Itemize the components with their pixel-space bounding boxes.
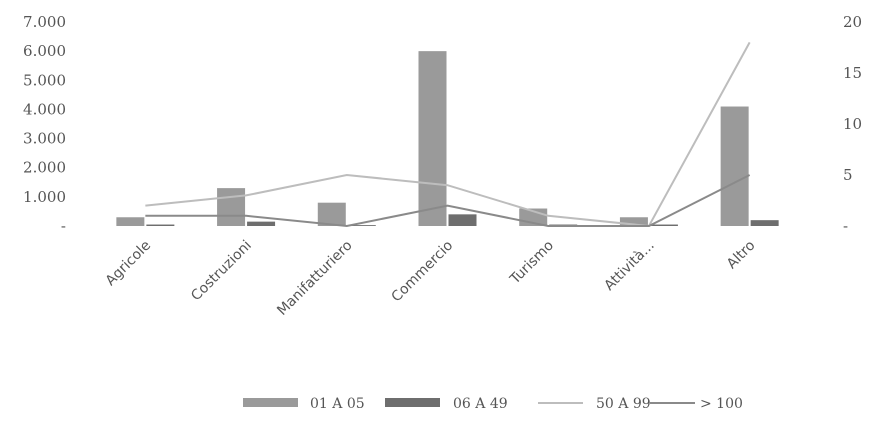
category-label: Costruzioni <box>188 238 255 305</box>
right-tick-label: 10 <box>843 115 862 133</box>
bar-01-a-05 <box>317 202 346 226</box>
bar-01-a-05 <box>619 217 648 226</box>
left-tick-label: 3.000 <box>23 130 66 148</box>
bars <box>116 51 779 227</box>
category-label: Manifatturiero <box>274 238 355 319</box>
bar-01-a-05 <box>720 106 749 226</box>
left-tick-label: - <box>61 217 66 235</box>
left-tick-label: 2.000 <box>23 159 66 177</box>
category-label: Altro <box>724 238 759 273</box>
right-tick-label: 15 <box>843 64 862 82</box>
bar-01-a-05 <box>418 51 447 227</box>
legend-swatch <box>243 398 298 407</box>
bar-06-a-49 <box>146 224 175 226</box>
left-tick-label: 5.000 <box>23 71 66 89</box>
left-tick-label: 6.000 <box>23 42 66 60</box>
bar-06-a-49 <box>347 225 376 226</box>
line--100 <box>145 174 751 228</box>
legend-label: 06 A 49 <box>453 396 508 412</box>
category-label: Commercio <box>389 238 457 306</box>
bar-01-a-05 <box>217 188 246 226</box>
right-tick-label: 20 <box>843 13 862 31</box>
right-tick-label: 5 <box>843 166 853 184</box>
category-label: Agricole <box>103 238 155 290</box>
legend-label: 50 A 99 <box>596 396 651 412</box>
legend-label: 01 A 05 <box>310 396 365 412</box>
right-tick-label: - <box>843 217 848 235</box>
bar-01-a-05 <box>116 217 145 226</box>
category-label: Turismo <box>507 238 558 289</box>
category-label: Attività... <box>601 238 657 294</box>
legend-swatch <box>385 398 440 407</box>
left-tick-label: 1.000 <box>23 188 66 206</box>
legend: 01 A 05 06 A 49 50 A 99 > 100 <box>243 396 743 412</box>
bar-06-a-49 <box>750 220 779 226</box>
bar-06-a-49 <box>247 221 276 226</box>
bar-06-a-49 <box>448 214 477 226</box>
legend-label: > 100 <box>700 396 743 412</box>
lines <box>145 41 751 228</box>
left-tick-label: 7.000 <box>23 13 66 31</box>
left-axis: - 1.000 2.000 3.000 4.000 5.000 6.000 7.000 <box>23 13 66 235</box>
bar-06-a-49 <box>649 224 678 226</box>
right-axis: - 5 10 15 20 <box>843 13 862 235</box>
category-labels: Agricole Costruzioni Manifatturiero Commerc… <box>103 238 759 319</box>
left-tick-label: 4.000 <box>23 100 66 118</box>
